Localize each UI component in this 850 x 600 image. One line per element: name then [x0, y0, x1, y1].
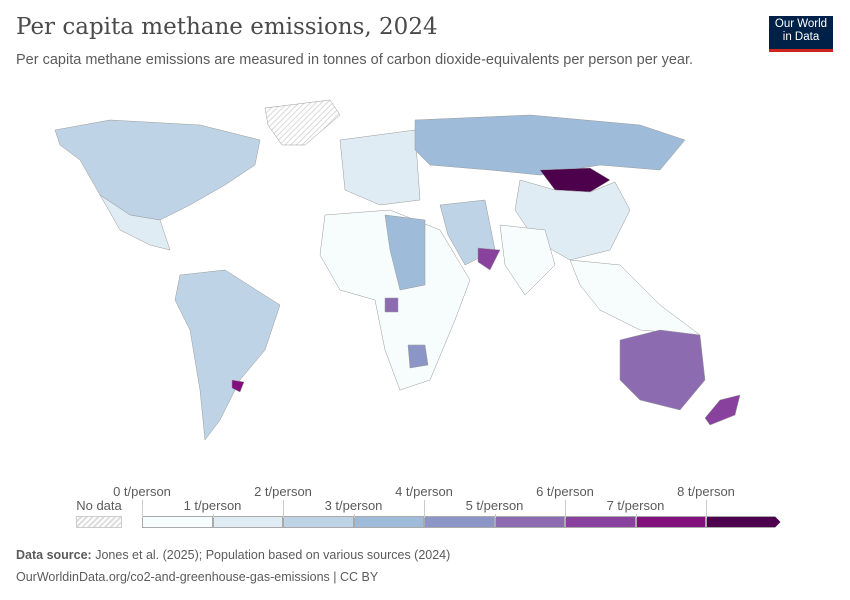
legend-bin-1[interactable] [212, 516, 283, 528]
region-gabon[interactable] [384, 297, 399, 313]
legend-bin-3[interactable] [353, 516, 424, 528]
legend-label-1: 1 t/person [183, 498, 242, 513]
owid-logo[interactable]: Our World in Data [769, 16, 833, 52]
legend-label-0: 0 t/person [113, 484, 171, 499]
source-label: Data source: [16, 548, 92, 562]
legend-label-8: 8 t/person [677, 484, 735, 499]
legend-label-6: 6 t/person [536, 484, 594, 499]
region-greenland[interactable] [264, 99, 341, 146]
chart-title: Per capita methane emissions, 2024 [16, 14, 438, 40]
region-sahel[interactable] [384, 214, 426, 291]
legend-bin-6[interactable] [565, 516, 636, 528]
legend-tick [494, 514, 496, 518]
legend-tick [353, 514, 355, 518]
region-botswana[interactable] [407, 344, 429, 369]
legend-no-data-swatch [76, 516, 122, 528]
region-russia[interactable] [414, 114, 686, 176]
legend-label-3: 3 t/person [324, 498, 383, 513]
footer-url[interactable]: OurWorldinData.org/co2-and-greenhouse-ga… [16, 570, 379, 584]
legend-tick [635, 514, 637, 518]
legend-bin-8[interactable] [706, 516, 781, 528]
legend-tick [565, 500, 566, 518]
legend-label-7: 7 t/person [606, 498, 665, 513]
legend-tick [706, 500, 707, 518]
region-new-zealand[interactable] [704, 394, 741, 426]
region-oman[interactable] [477, 247, 501, 271]
legend-tick [212, 514, 214, 518]
legend-label-2: 2 t/person [254, 484, 312, 499]
world-map[interactable] [0, 90, 850, 470]
source-text: Jones et al. (2025); Population based on… [95, 548, 451, 562]
region-south-america[interactable] [174, 269, 281, 441]
region-australia[interactable] [619, 329, 706, 411]
legend-bin-2[interactable] [283, 516, 354, 528]
region-mongolia[interactable] [539, 167, 611, 193]
legend-tick [142, 500, 143, 518]
region-mexico[interactable] [99, 194, 171, 251]
region-north-america[interactable] [54, 119, 261, 221]
chart-subtitle: Per capita methane emissions are measure… [16, 52, 694, 68]
legend-label-5: 5 t/person [465, 498, 524, 513]
region-india[interactable] [499, 224, 556, 296]
region-europe[interactable] [339, 129, 421, 206]
legend-bin-0[interactable] [142, 516, 213, 528]
legend-tick [283, 500, 284, 518]
legend-bin-5[interactable] [494, 516, 565, 528]
legend-bin-7[interactable] [635, 516, 706, 528]
legend-tick [424, 500, 425, 518]
region-uruguay[interactable] [231, 379, 245, 393]
region-southeast-asia[interactable] [569, 259, 701, 336]
legend-no-data-label: No data [76, 498, 122, 513]
legend-bin-4[interactable] [424, 516, 495, 528]
data-source: Data source: Jones et al. (2025); Popula… [16, 548, 450, 562]
legend-label-4: 4 t/person [395, 484, 453, 499]
